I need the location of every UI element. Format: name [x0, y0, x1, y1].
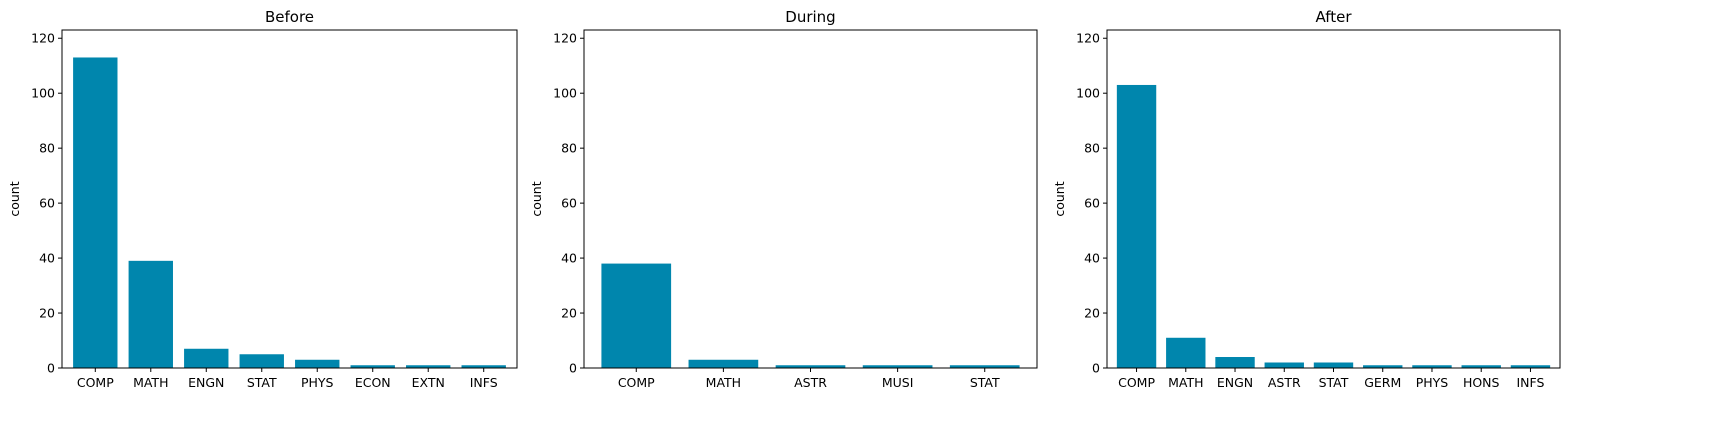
y-tick-label: 80	[39, 141, 55, 156]
y-tick-label: 120	[1076, 31, 1100, 46]
chart-panel-2: COMP MATH ASTR MUSI STAT 0 20 40 60 80 100 120 Durin…	[529, 8, 1038, 390]
y-tick-label: 20	[39, 306, 55, 321]
bar-infs	[461, 365, 506, 368]
y-tick-label: 120	[553, 31, 577, 46]
bar-astr	[1264, 362, 1304, 368]
x-tick-label: HONS	[1463, 375, 1500, 390]
x-tick-label: COMP	[77, 375, 114, 390]
y-tick-label: 40	[1084, 251, 1100, 266]
x-tick-label: MATH	[133, 375, 168, 390]
bar-hons	[1461, 365, 1501, 368]
bar-comp	[601, 263, 672, 368]
y-tick-label: 120	[31, 31, 55, 46]
y-tick-label: 100	[1076, 86, 1100, 101]
x-tick-label: STAT	[1319, 375, 1349, 390]
bar-stat	[1313, 362, 1354, 368]
plot-frame	[61, 29, 518, 369]
chart-panel-3: COMP MATH ENGN ASTR STAT GERM PHYS HONS INFS 0 20 4…	[1052, 8, 1561, 390]
x-tick-label: PHYS	[1416, 375, 1449, 390]
x-tick-label: MATH	[706, 375, 741, 390]
x-tick-label: ASTR	[1268, 375, 1301, 390]
bar-comp	[1116, 84, 1157, 369]
bar-econ	[350, 365, 395, 368]
y-tick-label: 80	[561, 141, 577, 156]
bar-math	[688, 359, 759, 368]
y-tick-label: 0	[569, 361, 577, 376]
bar-engn	[1215, 357, 1255, 368]
y-tick-label: 100	[553, 86, 577, 101]
plot-frame	[1106, 29, 1561, 369]
bar-stat	[239, 354, 284, 368]
x-tick-label: STAT	[970, 375, 1000, 390]
bar-phys	[295, 359, 340, 368]
x-tick-label: COMP	[618, 375, 655, 390]
x-tick-label: GERM	[1364, 375, 1401, 390]
x-tick-label: ASTR	[794, 375, 827, 390]
y-tick-label: 60	[39, 196, 55, 211]
y-tick-label: 60	[1084, 196, 1100, 211]
bar-extn	[406, 365, 451, 368]
y-tick-label: 20	[1084, 306, 1100, 321]
y-axis-label: count	[1052, 181, 1067, 216]
y-tick-label: 40	[561, 251, 577, 266]
x-tick-label: ECON	[355, 375, 391, 390]
x-tick-label: EXTN	[412, 375, 445, 390]
y-axis-label: count	[529, 181, 544, 216]
bar-phys	[1412, 365, 1452, 368]
bar-math	[128, 260, 173, 368]
y-axis-label: count	[7, 181, 22, 216]
chart-panel-1: COMP MATH ENGN STAT PHYS ECON EXTN INFS 0 20 40 60 8…	[7, 8, 518, 390]
y-tick-label: 40	[39, 251, 55, 266]
x-tick-label: INFS	[1516, 375, 1544, 390]
x-tick-label: COMP	[1118, 375, 1155, 390]
x-tick-label: STAT	[247, 375, 277, 390]
y-tick-label: 0	[47, 361, 55, 376]
y-tick-label: 80	[1084, 141, 1100, 156]
x-tick-label: MUSI	[882, 375, 914, 390]
x-tick-label: PHYS	[301, 375, 334, 390]
bar-stat	[949, 365, 1020, 368]
y-tick-label: 0	[1092, 361, 1100, 376]
bar-math	[1166, 337, 1206, 368]
bar-engn	[184, 348, 229, 368]
bar-germ	[1363, 365, 1403, 368]
plot-frame	[583, 29, 1038, 369]
bar-astr	[775, 365, 846, 368]
y-tick-label: 100	[31, 86, 55, 101]
bar-musi	[862, 365, 933, 368]
bar-comp	[73, 57, 118, 368]
chart-title: During	[785, 8, 835, 26]
chart-title: After	[1315, 8, 1352, 26]
x-tick-label: MATH	[1168, 375, 1203, 390]
x-tick-label: ENGN	[1217, 375, 1253, 390]
y-tick-label: 20	[561, 306, 577, 321]
chart-title: Before	[265, 8, 314, 26]
bar-infs	[1510, 365, 1551, 368]
y-tick-label: 60	[561, 196, 577, 211]
x-tick-label: ENGN	[188, 375, 224, 390]
x-tick-label: INFS	[470, 375, 498, 390]
